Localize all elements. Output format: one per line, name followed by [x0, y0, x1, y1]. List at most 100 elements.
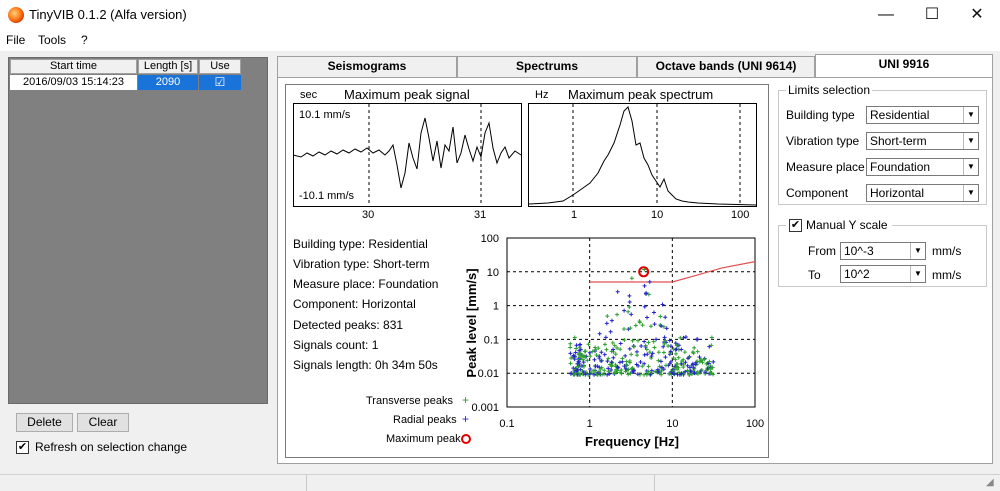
x-tick-label: 100: [746, 418, 764, 430]
transverse-peak: [637, 319, 642, 324]
measure-place-select[interactable]: Foundation ▼: [866, 158, 979, 176]
menu-tools[interactable]: Tools: [38, 33, 67, 47]
tab-seismograms[interactable]: Seismograms: [277, 56, 457, 77]
transverse-peak: [568, 345, 573, 350]
radial-peak: [622, 364, 627, 369]
transverse-peak: [656, 350, 661, 355]
manual-scale-checkbox[interactable]: ✔: [789, 219, 802, 232]
minimize-button[interactable]: —: [878, 6, 894, 23]
radial-peak: [609, 318, 614, 323]
column-header-use[interactable]: Use: [199, 59, 241, 74]
transverse-peak: [658, 314, 663, 319]
radial-peak: [626, 327, 631, 332]
radial-peak: [599, 359, 604, 364]
transverse-peak: [710, 365, 715, 370]
transverse-peak: [568, 361, 573, 366]
maximize-button[interactable]: ☐: [924, 6, 940, 23]
transverse-peak: [699, 367, 704, 372]
radial-peak: [685, 356, 690, 361]
cell-start-time[interactable]: 2016/09/03 15:14:23: [10, 75, 137, 90]
building-type-select[interactable]: Residential ▼: [866, 106, 979, 124]
info-vibration-type: Vibration type: Short-term: [293, 257, 430, 271]
signal-plot: 10.1 mm/s -10.1 mm/s: [293, 103, 522, 207]
transverse-peak: [569, 356, 574, 361]
chevron-down-icon[interactable]: ▼: [963, 159, 978, 175]
radial-peak: [639, 343, 644, 348]
chevron-down-icon[interactable]: ▼: [963, 185, 978, 201]
transverse-peak: [626, 367, 631, 372]
transverse-peak: [610, 360, 615, 365]
radial-peak: [661, 344, 666, 349]
chevron-down-icon[interactable]: ▼: [963, 107, 978, 123]
transverse-peak: [698, 358, 703, 363]
transverse-peak: [648, 324, 653, 329]
radial-peak: [572, 354, 577, 359]
legend-maximum-label: Maximum peak: [386, 433, 461, 445]
radial-peak: [692, 371, 697, 376]
transverse-peak: [628, 326, 633, 331]
transverse-peak: [621, 326, 626, 331]
chevron-down-icon[interactable]: ▼: [910, 266, 925, 282]
signal-top-label: 10.1 mm/s: [299, 109, 351, 121]
legend-maximum-marker: [461, 434, 471, 444]
radial-peak: [648, 372, 653, 377]
radial-peak: [592, 357, 597, 362]
radial-peak: [577, 348, 582, 353]
transverse-peak: [633, 323, 638, 328]
component-value: Horizontal: [870, 186, 925, 200]
transverse-peak: [622, 337, 627, 342]
menu-help[interactable]: ?: [81, 33, 88, 47]
transverse-peak: [640, 364, 645, 369]
transverse-peak: [646, 369, 651, 374]
radial-peak: [656, 369, 661, 374]
transverse-peak: [569, 371, 574, 376]
radial-peak: [587, 350, 592, 355]
component-select[interactable]: Horizontal ▼: [866, 184, 979, 202]
radial-peak: [592, 372, 597, 377]
transverse-peak: [640, 323, 645, 328]
close-button[interactable]: ✕: [970, 6, 984, 23]
transverse-peak: [593, 347, 598, 352]
resize-grip-icon[interactable]: ◢: [986, 477, 994, 488]
delete-button[interactable]: Delete: [16, 413, 73, 432]
transverse-peak: [586, 342, 591, 347]
menu-file[interactable]: File: [6, 33, 26, 47]
radial-peak: [661, 367, 666, 372]
tab-uni-9916[interactable]: UNI 9916: [815, 54, 993, 78]
radial-peak: [623, 353, 628, 358]
transverse-peak: [602, 342, 607, 347]
radial-peak: [650, 351, 655, 356]
radial-peak: [642, 352, 647, 357]
radial-peak: [587, 371, 592, 376]
limits-title: Limits selection: [786, 83, 873, 97]
transverse-peak: [629, 352, 634, 357]
column-header-length[interactable]: Length [s]: [138, 59, 198, 74]
transverse-peak: [591, 368, 596, 373]
radial-peak: [627, 346, 632, 351]
transverse-peak: [709, 335, 714, 340]
clear-button[interactable]: Clear: [77, 413, 129, 432]
transverse-peak: [662, 341, 667, 346]
radial-peak: [664, 326, 669, 331]
refresh-checkbox[interactable]: ✔: [16, 441, 29, 454]
tab-spectrums[interactable]: Spectrums: [457, 56, 637, 77]
transverse-peak: [644, 347, 649, 352]
chevron-down-icon[interactable]: ▼: [910, 243, 925, 259]
window-title: TinyVIB 0.1.2 (Alfa version): [29, 7, 187, 22]
title-bar: [0, 0, 1000, 31]
scale-to-select[interactable]: 10^2 ▼: [840, 265, 926, 283]
tab-octave-bands[interactable]: Octave bands (UNI 9614): [637, 56, 815, 77]
column-header-start-time[interactable]: Start time: [10, 59, 137, 74]
transverse-peak: [646, 292, 651, 297]
scale-from-select[interactable]: 10^-3 ▼: [840, 242, 926, 260]
vibration-type-select[interactable]: Short-term ▼: [866, 132, 979, 150]
chevron-down-icon[interactable]: ▼: [963, 133, 978, 149]
signal-list-panel[interactable]: Start time Length [s] Use 2016/09/03 15:…: [8, 57, 268, 404]
spectrum-tick-1: 1: [571, 209, 578, 221]
radial-peak: [606, 366, 611, 371]
use-checkbox[interactable]: ☑: [199, 75, 241, 90]
transverse-peak: [635, 353, 640, 358]
transverse-peak: [674, 364, 679, 369]
transverse-peak: [609, 364, 614, 369]
cell-length[interactable]: 2090: [138, 75, 198, 90]
